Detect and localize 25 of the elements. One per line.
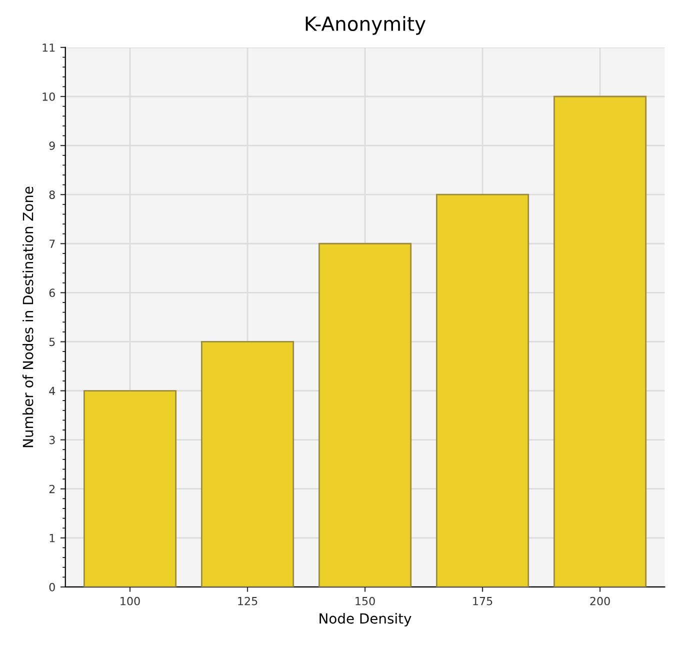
y-tick-label: 7 <box>49 240 55 248</box>
x-tick-label: 100 <box>120 596 140 606</box>
y-tick-label: 4 <box>49 386 56 395</box>
y-tick-label: 2 <box>49 484 55 494</box>
x-tick-label: 125 <box>238 596 258 606</box>
y-tick-label: 5 <box>49 338 55 346</box>
bar <box>554 96 647 587</box>
y-tick-label: 6 <box>49 288 55 298</box>
y-tick-label: 1 <box>50 534 55 542</box>
x-axis-title: Node Density <box>320 612 412 626</box>
y-tick-label: 8 <box>49 190 55 199</box>
x-tick-label: 175 <box>473 597 492 606</box>
y-tick-label: 10 <box>42 92 55 101</box>
bar <box>83 390 177 587</box>
bar <box>436 194 530 587</box>
y-tick-label: 11 <box>42 44 55 52</box>
x-tick-label: 200 <box>590 596 610 606</box>
bar <box>200 341 294 587</box>
y-tick-label: 0 <box>49 582 55 592</box>
y-tick-label: 3 <box>49 436 55 444</box>
y-axis-title: Number of Nodes in Destination Zone <box>22 186 34 448</box>
bar <box>318 242 412 587</box>
y-tick-label: 9 <box>49 142 55 150</box>
x-tick-label: 150 <box>356 596 375 606</box>
chart-title: K-Anonymity <box>306 16 426 35</box>
